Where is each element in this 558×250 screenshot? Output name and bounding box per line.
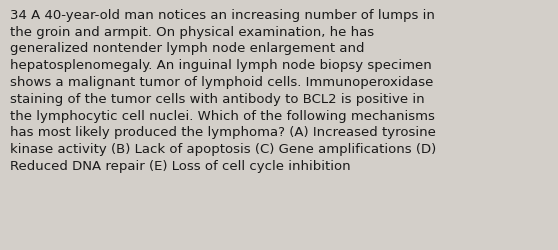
Text: 34 A 40-year-old man notices an increasing number of lumps in
the groin and armp: 34 A 40-year-old man notices an increasi… (10, 9, 436, 172)
